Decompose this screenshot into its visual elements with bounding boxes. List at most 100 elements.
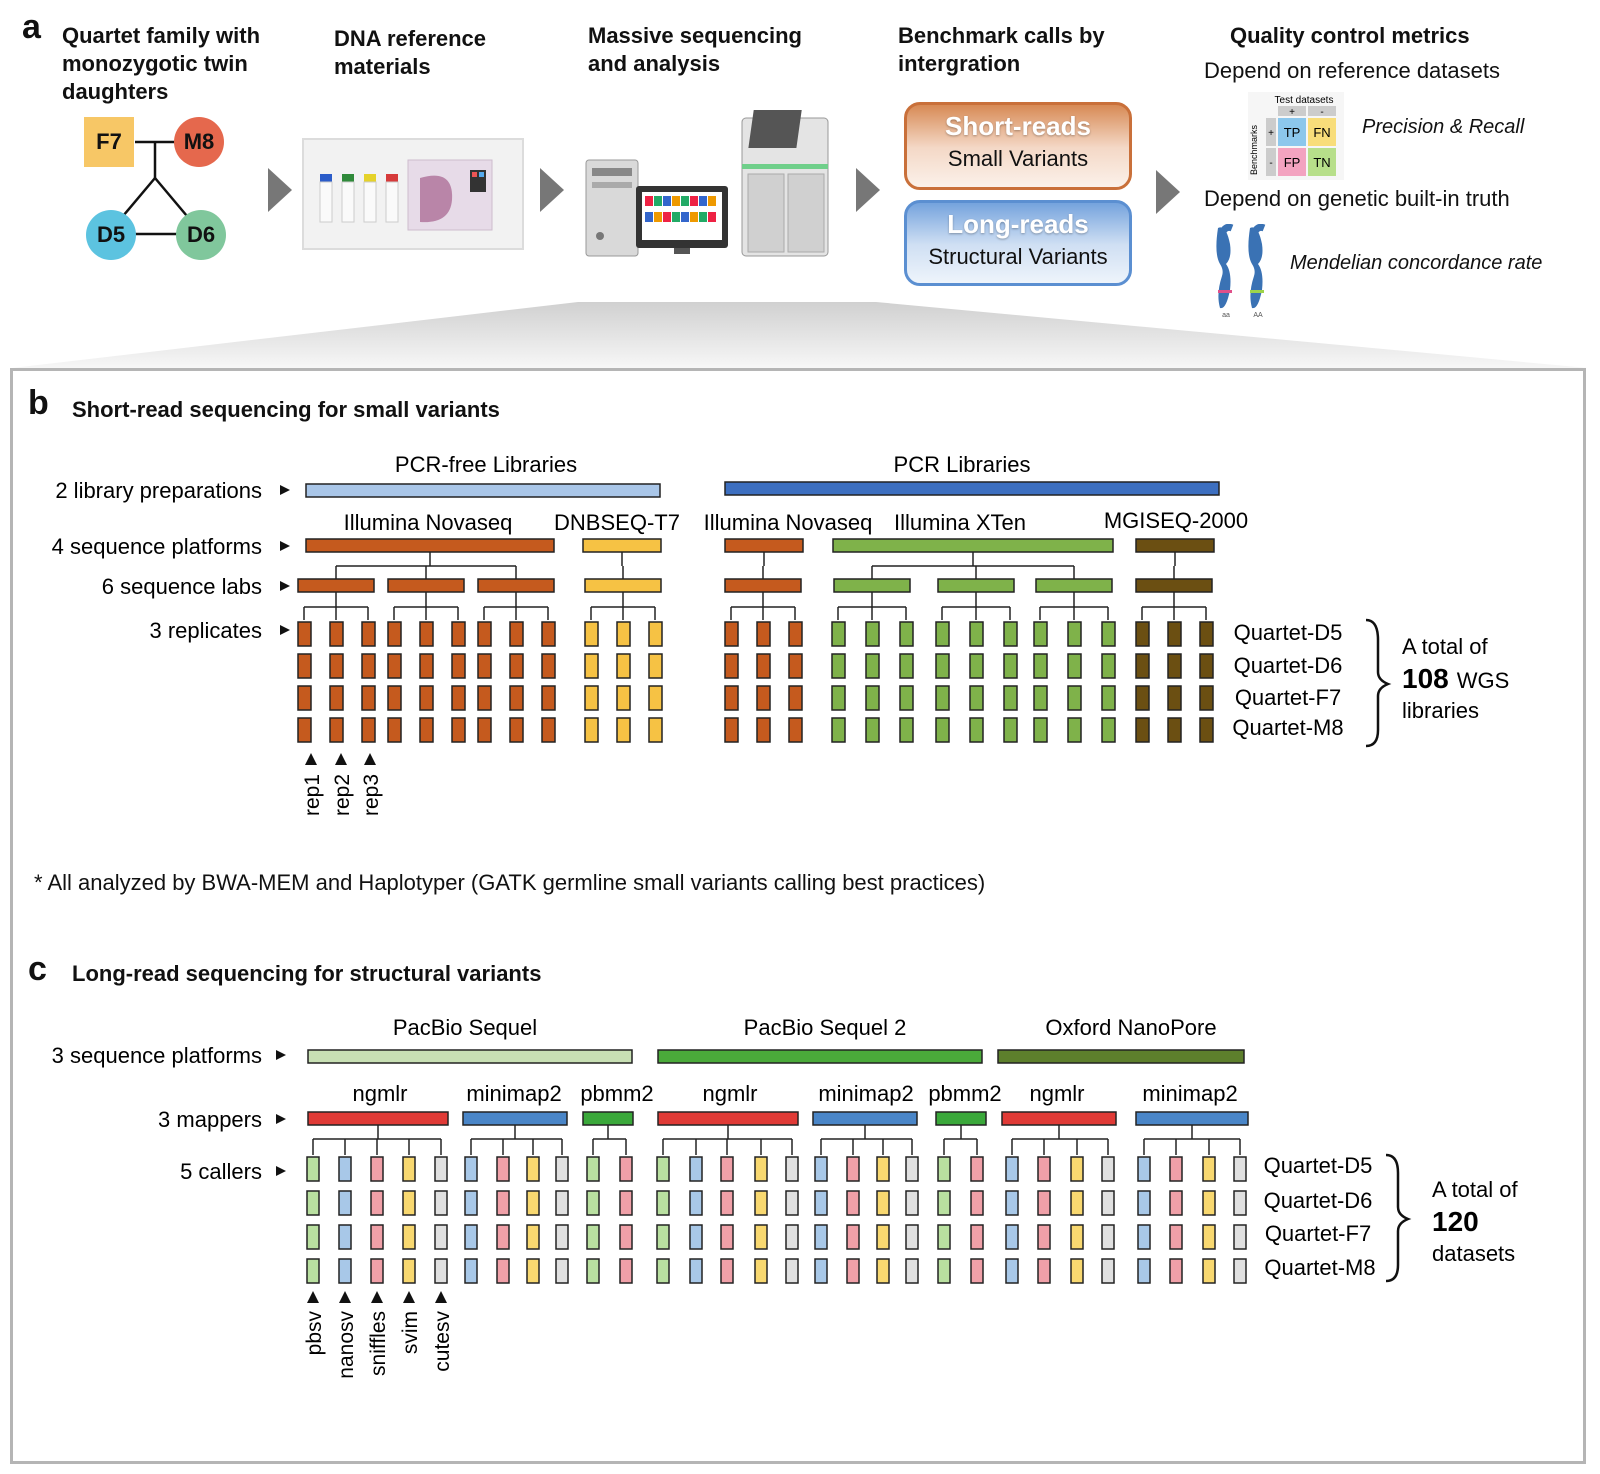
sample-label-m8: Quartet-M8	[1232, 715, 1343, 740]
replicate-box-lab5-rep3-s2	[899, 653, 914, 679]
caller-box-m4-nanosv-s1	[689, 1156, 703, 1182]
caller-box-m5-svim-s3	[876, 1224, 890, 1250]
replicate-box-lab5-rep1-s3	[831, 685, 846, 711]
sample-brace	[1365, 618, 1392, 748]
replicate-box-lab0-rep1-s2	[297, 653, 312, 679]
caller-label-nanosv: nanosv	[335, 1311, 358, 1379]
caller-box-m5-sniffles-s2	[846, 1190, 860, 1216]
caller-box-m6-pbsv-s4	[937, 1258, 951, 1284]
caller-box-m4-cutesv-s2	[785, 1190, 799, 1216]
caller-box-m2-cutesv-s4	[555, 1258, 569, 1284]
panels-bc-frame	[10, 368, 1586, 1464]
caller-box-m5-svim-s2	[876, 1190, 890, 1216]
mapper-label-3: pbmm2	[580, 1081, 653, 1106]
caller-box-m1-svim-s1	[402, 1156, 416, 1182]
row-label-labs: 6 sequence labs	[102, 574, 262, 599]
lab-bar-0	[297, 578, 375, 593]
replicate-box-lab0-rep3-s4	[361, 717, 376, 743]
replicate-box-lab7-rep1-s1	[1033, 621, 1048, 647]
matrix-col-plus: +	[1289, 107, 1295, 118]
replicate-box-lab7-rep1-s3	[1033, 685, 1048, 711]
replicate-box-lab5-rep2-s3	[865, 685, 880, 711]
caller-box-m1-sniffles-s1	[370, 1156, 384, 1182]
rep-arrow-3	[364, 753, 376, 765]
row-label-library: 2 library preparations	[55, 478, 262, 503]
caller-box-m7-sniffles-s4	[1037, 1258, 1051, 1284]
platform-label-mgiseq: MGISEQ-2000	[1104, 508, 1248, 533]
replicate-box-lab0-rep2-s4	[329, 717, 344, 743]
caller-arrow-sniffles	[371, 1291, 383, 1303]
caller-box-m7-nanosv-s1	[1005, 1156, 1019, 1182]
structural-variants-label: Structural Variants	[928, 244, 1108, 269]
row-label-mappers: 3 mappers	[158, 1107, 262, 1132]
caller-box-m4-pbsv-s3	[656, 1224, 670, 1250]
caller-box-m2-svim-s2	[526, 1190, 540, 1216]
caller-arrow-pbsv	[307, 1291, 319, 1303]
matrix-fp: FP	[1284, 155, 1301, 170]
lab-bar-7	[1035, 578, 1113, 593]
replicate-box-lab6-rep3-s4	[1003, 717, 1018, 743]
replicate-box-lab0-rep3-s1	[361, 621, 376, 647]
replicate-box-lab4-rep2-s1	[756, 621, 771, 647]
caller-box-m3-pbsv-s2	[586, 1190, 600, 1216]
chromosome-icon: aa AA	[1216, 224, 1266, 319]
matrix-side-label: Benchmarks	[1249, 124, 1259, 175]
replicate-box-lab6-rep1-s2	[935, 653, 950, 679]
replicate-box-lab2-rep2-s2	[509, 653, 524, 679]
replicate-box-lab8-rep2-s1	[1167, 621, 1182, 647]
replicate-box-lab7-rep1-s2	[1033, 653, 1048, 679]
caller-box-m5-sniffles-s1	[846, 1156, 860, 1182]
lab-bar-1	[387, 578, 465, 593]
replicate-box-lab4-rep1-s3	[724, 685, 739, 711]
caller-box-m7-svim-s1	[1070, 1156, 1084, 1182]
mapper-bar-6	[935, 1111, 987, 1126]
replicate-box-lab4-rep3-s3	[788, 685, 803, 711]
total-unit: datasets	[1432, 1241, 1515, 1266]
replicate-box-lab4-rep2-s2	[756, 653, 771, 679]
library-bar-pcrfree	[305, 483, 661, 498]
caller-box-m2-svim-s4	[526, 1258, 540, 1284]
replicate-box-lab7-rep2-s2	[1067, 653, 1082, 679]
matrix-row-minus: -	[1269, 158, 1272, 169]
caller-box-m7-sniffles-s2	[1037, 1190, 1051, 1216]
caller-box-m3-sniffles-s3	[619, 1224, 633, 1250]
platform-bar-xten	[832, 538, 1114, 553]
replicate-box-lab4-rep2-s4	[756, 717, 771, 743]
member-d6: D6	[176, 210, 226, 260]
replicate-box-lab1-rep2-s1	[419, 621, 434, 647]
replicate-box-lab7-rep3-s3	[1101, 685, 1116, 711]
panel-a-letter: a	[22, 8, 41, 46]
caller-box-m1-nanosv-s4	[338, 1258, 352, 1284]
replicate-box-lab1-rep3-s1	[451, 621, 466, 647]
caller-box-m4-pbsv-s2	[656, 1190, 670, 1216]
step3-title-line1: Massive sequencing	[588, 23, 802, 48]
caller-box-m5-sniffles-s4	[846, 1258, 860, 1284]
caller-box-m8-svim-s3	[1202, 1224, 1216, 1250]
caller-box-m7-sniffles-s1	[1037, 1156, 1051, 1182]
caller-box-m4-pbsv-s1	[656, 1156, 670, 1182]
member-f7: F7	[84, 117, 134, 167]
replicate-box-lab6-rep2-s1	[969, 621, 984, 647]
caller-box-m3-pbsv-s1	[586, 1156, 600, 1182]
platform-bar-sequel	[307, 1049, 633, 1064]
replicate-box-lab5-rep2-s4	[865, 717, 880, 743]
row-arrow-3	[280, 625, 290, 635]
caller-box-m6-pbsv-s2	[937, 1190, 951, 1216]
replicate-box-lab1-rep1-s1	[387, 621, 402, 647]
caller-box-m8-cutesv-s2	[1233, 1190, 1247, 1216]
step5-title: Quality control metrics	[1230, 23, 1470, 48]
platform-bar-mgiseq	[1135, 538, 1215, 553]
replicate-box-lab4-rep1-s4	[724, 717, 739, 743]
replicate-box-lab5-rep1-s2	[831, 653, 846, 679]
caller-box-m2-cutesv-s2	[555, 1190, 569, 1216]
caller-arrow-nanosv	[339, 1291, 351, 1303]
rep-arrow-1	[305, 753, 317, 765]
replicate-box-lab3-rep3-s4	[648, 717, 663, 743]
caller-box-m4-pbsv-s4	[656, 1258, 670, 1284]
caller-box-m8-cutesv-s3	[1233, 1224, 1247, 1250]
step2-title: DNA reference materials	[334, 25, 486, 81]
caller-box-m1-cutesv-s4	[434, 1258, 448, 1284]
panel-c-letter: c	[28, 950, 47, 988]
replicate-box-lab8-rep2-s4	[1167, 717, 1182, 743]
caller-box-m1-sniffles-s4	[370, 1258, 384, 1284]
